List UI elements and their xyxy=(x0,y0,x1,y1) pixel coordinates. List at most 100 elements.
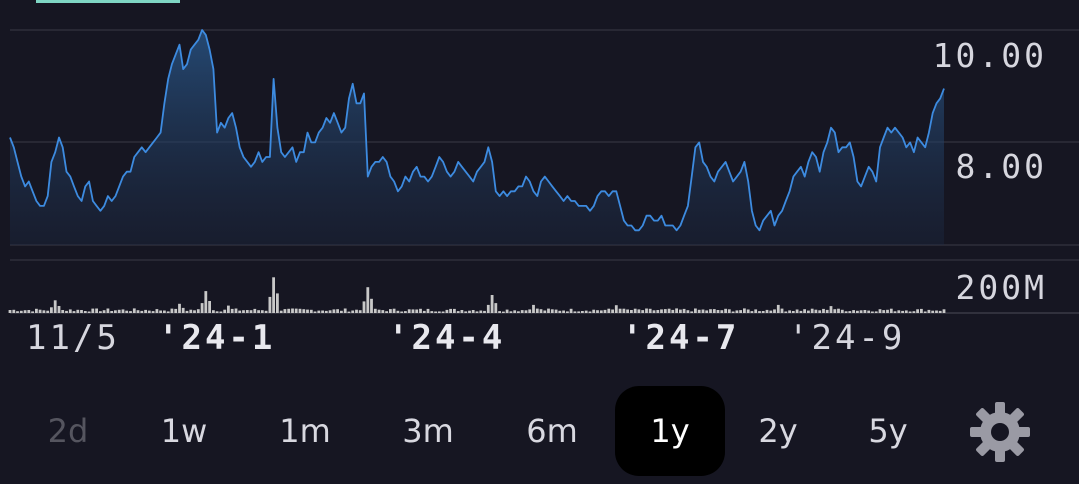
volume-bar xyxy=(121,309,125,313)
volume-bar xyxy=(799,310,803,313)
volume-bar xyxy=(844,311,848,313)
settings-button[interactable] xyxy=(968,400,1032,464)
volume-bar xyxy=(309,309,313,313)
volume-bar xyxy=(543,310,547,313)
volume-bar xyxy=(630,310,633,313)
volume-bar xyxy=(912,311,916,313)
volume-bar xyxy=(607,308,611,313)
volume-bar xyxy=(731,311,735,313)
volume-bar xyxy=(193,310,196,313)
volume-bar xyxy=(449,308,452,313)
volume-bar xyxy=(904,310,908,313)
range-2d-button[interactable]: 2d xyxy=(47,412,89,450)
volume-bar xyxy=(445,309,449,313)
range-1y-button[interactable]: 1y xyxy=(615,386,725,476)
volume-bar xyxy=(328,310,332,313)
volume-bar xyxy=(550,309,554,313)
volume-bar xyxy=(788,310,791,313)
volume-bar xyxy=(660,309,663,313)
volume-bar xyxy=(324,310,328,313)
volume-bar xyxy=(690,311,694,313)
volume-bar xyxy=(53,300,57,313)
volume-bar xyxy=(532,304,535,313)
volume-bar xyxy=(667,308,671,313)
volume-bar xyxy=(679,309,682,313)
volume-bar xyxy=(381,310,385,313)
x-tick-label-apr: '24-4 xyxy=(388,318,506,358)
volume-bar xyxy=(724,308,727,313)
volume-bar xyxy=(709,309,712,313)
volume-bar xyxy=(343,308,347,313)
volume-bar xyxy=(626,309,629,313)
volume-bar xyxy=(867,310,871,313)
range-2y-button[interactable]: 2y xyxy=(758,412,798,450)
volume-bar xyxy=(840,309,844,313)
volume-bar xyxy=(456,311,460,313)
volume-bar xyxy=(8,310,12,313)
volume-bar xyxy=(637,309,641,313)
volume-bar xyxy=(404,311,407,313)
volume-bar xyxy=(758,311,761,313)
volume-bar xyxy=(185,310,189,313)
volume-bar xyxy=(727,309,731,313)
volume-bar xyxy=(614,305,618,313)
top-accent-bar xyxy=(36,0,180,3)
volume-bar xyxy=(385,311,388,313)
volume-bar xyxy=(938,310,942,313)
volume-bar xyxy=(434,311,437,313)
volume-bar xyxy=(859,310,863,313)
range-1m-button[interactable]: 1m xyxy=(279,412,331,450)
volume-bar xyxy=(23,310,27,313)
volume-bar xyxy=(833,309,837,313)
volume-bar xyxy=(562,310,565,313)
range-3m-button[interactable]: 3m xyxy=(402,412,454,450)
volume-bar xyxy=(392,308,396,313)
volume-bar xyxy=(351,310,355,313)
volume-bar xyxy=(791,311,795,313)
volume-bar xyxy=(822,308,825,313)
volume-bar xyxy=(920,308,923,313)
range-6m-button[interactable]: 6m xyxy=(526,412,578,450)
volume-bar xyxy=(686,310,690,313)
volume-bar xyxy=(479,310,483,313)
range-5y-button[interactable]: 5y xyxy=(868,412,908,450)
volume-bar xyxy=(773,309,776,313)
x-tick-label-jan: '24-1 xyxy=(158,318,276,358)
volume-bar xyxy=(581,311,584,313)
volume-bar xyxy=(12,309,16,313)
price-volume-chart xyxy=(8,0,1079,314)
volume-bar xyxy=(746,309,750,313)
volume-bar xyxy=(490,295,494,313)
volume-tick-label: 200M xyxy=(955,268,1047,307)
volume-bar xyxy=(227,305,230,313)
volume-bar xyxy=(411,309,415,313)
volume-bar xyxy=(743,308,746,313)
volume-bar xyxy=(238,310,242,313)
volume-bar xyxy=(68,309,72,313)
volume-bar xyxy=(355,309,358,313)
volume-bar xyxy=(652,310,656,313)
volume-bar xyxy=(294,308,298,313)
volume-bar xyxy=(253,308,257,313)
volume-bar xyxy=(155,309,159,313)
volume-bar xyxy=(366,287,370,313)
volume-bar xyxy=(592,309,596,313)
volume-bar xyxy=(547,308,550,313)
volume-bar xyxy=(584,310,588,313)
volume-bar xyxy=(795,309,799,313)
volume-bar xyxy=(818,310,822,313)
volume-bar xyxy=(577,311,581,313)
volume-bar xyxy=(712,309,716,313)
volume-bar xyxy=(61,310,65,313)
volume-bar xyxy=(494,303,498,313)
volume-bar xyxy=(200,303,204,313)
range-1w-button[interactable]: 1w xyxy=(160,412,208,450)
price-area xyxy=(10,30,944,245)
volume-bar xyxy=(901,310,904,313)
volume-bar xyxy=(264,310,268,313)
volume-bar xyxy=(242,310,245,313)
volume-bar xyxy=(332,309,336,313)
volume-bar xyxy=(558,310,562,313)
volume-bar xyxy=(196,309,200,313)
volume-bar xyxy=(863,310,867,313)
